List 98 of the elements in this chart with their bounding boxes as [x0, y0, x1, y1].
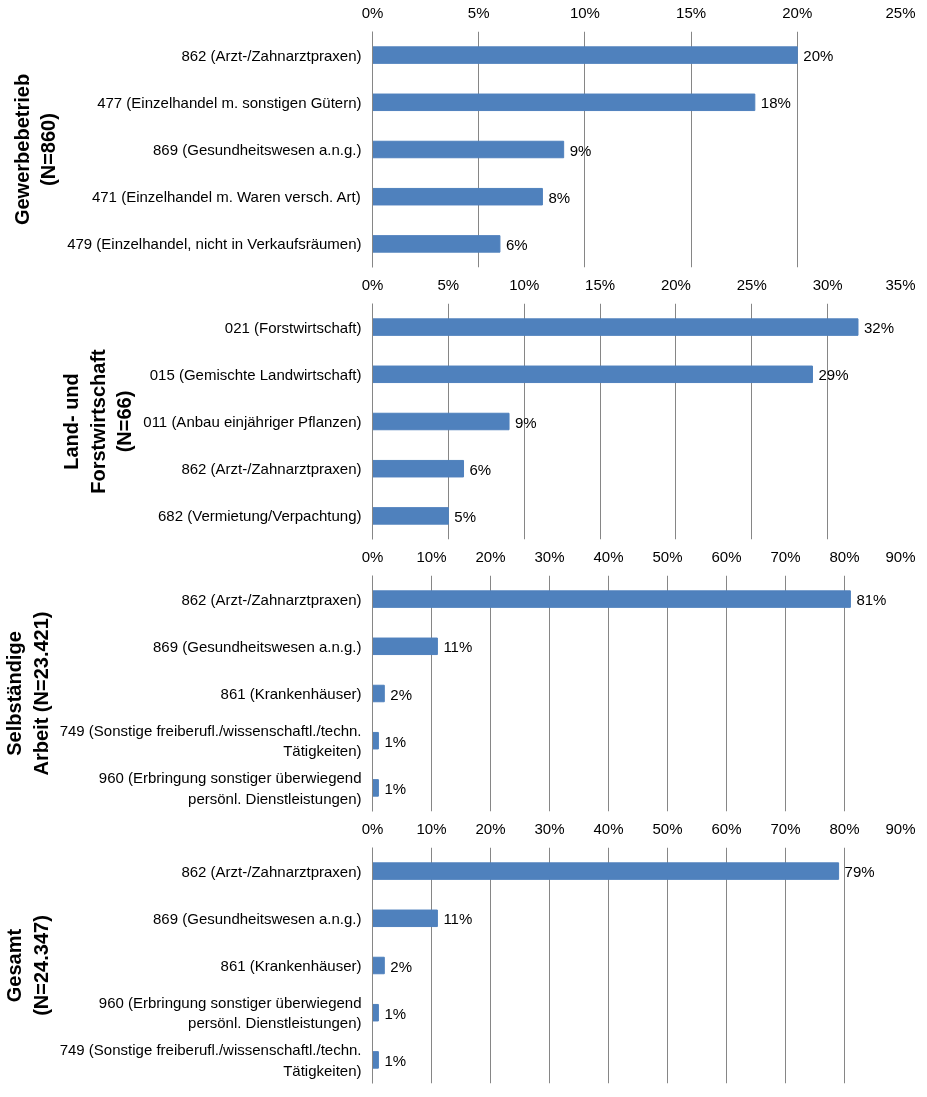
y-tick-label: 477 (Einzelhandel m. sonstigen Gütern): [97, 93, 362, 111]
x-tick-label: 20%: [475, 819, 506, 837]
x-tick-label: 90%: [885, 547, 916, 565]
data-label: 20%: [803, 47, 834, 65]
x-tick-label: 15%: [676, 3, 707, 21]
bar: [372, 1051, 379, 1069]
data-label: 79%: [844, 863, 875, 881]
bar: [372, 1003, 379, 1022]
bar: [372, 909, 438, 928]
data-label: 2%: [390, 685, 412, 703]
bar: [372, 140, 565, 159]
x-tick-label: 60%: [711, 819, 742, 837]
x-tick-label: 0%: [361, 3, 384, 21]
x-tick-label: 20%: [660, 275, 691, 293]
x-tick-label: 30%: [534, 819, 565, 837]
bar: [372, 318, 859, 336]
y-axis-title: Gewerbebetrieb (N=860): [10, 73, 60, 226]
x-tick-label: 40%: [593, 819, 624, 837]
x-tick-label: 35%: [885, 275, 916, 293]
y-tick-label: 479 (Einzelhandel, nicht in Verkaufsräumen): [67, 235, 362, 253]
y-tick-label: 749 (Sonstige freiberufl./wissenschaftl./techn. Tätigkeiten): [59, 722, 362, 760]
x-tick-label: 15%: [585, 275, 616, 293]
x-tick-label: 30%: [812, 275, 843, 293]
y-tick-label: 862 (Arzt-/Zahnarztpraxen): [181, 590, 362, 608]
x-tick-label: 40%: [593, 547, 624, 565]
bar: [372, 779, 379, 797]
data-label: 8%: [548, 188, 571, 206]
x-tick-label: 80%: [829, 819, 860, 837]
y-tick-label: 011 (Anbau einjähriger Pflanzen): [143, 413, 362, 430]
x-tick-label: 0%: [361, 819, 384, 837]
bar: [372, 412, 510, 431]
x-tick-label: 70%: [770, 547, 801, 565]
y-tick-label: 862 (Arzt-/Zahnarztpraxen): [181, 862, 362, 880]
x-tick-label: 60%: [711, 547, 742, 565]
y-tick-label: 960 (Erbringung sonstiger überwiegend persönl. Dienstleistungen): [98, 769, 362, 807]
bar: [372, 684, 385, 703]
bar: [372, 459, 465, 478]
data-label: 6%: [469, 460, 492, 478]
x-tick-label: 0%: [361, 275, 384, 293]
bar: [372, 187, 543, 206]
y-tick-label: 869 (Gesundheitswesen a.n.g.): [153, 141, 362, 158]
y-axis-title: Gesamt (N=24.347): [3, 915, 52, 1016]
y-tick-label: 960 (Erbringung sonstiger überwiegend persönl. Dienstleistungen): [98, 994, 362, 1032]
bar: [372, 590, 851, 608]
bar: [372, 507, 449, 525]
y-axis-title: Land- und Forstwirtschaft (N=66): [60, 348, 136, 494]
bar: [372, 731, 379, 750]
y-tick-label: 749 (Sonstige freiberufl./wissenschaftl./techn. Tätigkeiten): [59, 1041, 362, 1079]
bar: [372, 365, 813, 384]
x-tick-label: 10%: [569, 3, 600, 21]
data-label: 2%: [390, 957, 412, 975]
x-tick-label: 0%: [361, 547, 384, 565]
bar: [372, 862, 840, 880]
x-tick-label: 50%: [652, 819, 683, 837]
y-tick-label: 861 (Krankenhäuser): [220, 957, 362, 974]
y-tick-label: 861 (Krankenhäuser): [220, 685, 362, 702]
x-tick-label: 30%: [534, 547, 565, 565]
x-tick-label: 80%: [829, 547, 860, 565]
bar: [372, 235, 501, 253]
y-tick-label: 862 (Arzt-/Zahnarztpraxen): [181, 46, 362, 64]
x-tick-label: 50%: [652, 547, 683, 565]
data-label: 9%: [569, 141, 592, 159]
x-tick-label: 20%: [475, 547, 506, 565]
data-label: 1%: [384, 1051, 407, 1069]
x-tick-label: 20%: [782, 3, 813, 21]
bar: [372, 46, 798, 64]
y-tick-label: 869 (Gesundheitswesen a.n.g.): [153, 637, 362, 655]
y-tick-label: 471 (Einzelhandel m. Waren versch. Art): [91, 188, 361, 206]
data-label: 11%: [443, 638, 473, 656]
data-label: 81%: [856, 591, 887, 609]
data-label: 11%: [443, 910, 473, 928]
bar: [372, 637, 438, 656]
x-tick-label: 25%: [885, 3, 916, 21]
data-label: 1%: [384, 732, 407, 750]
y-tick-label: 862 (Arzt-/Zahnarztpraxen): [181, 460, 362, 478]
data-label: 32%: [863, 319, 895, 337]
y-tick-label: 682 (Vermietung/Verpachtung): [158, 507, 362, 525]
x-tick-label: 10%: [416, 547, 447, 565]
data-label: 6%: [505, 235, 528, 253]
x-tick-label: 70%: [770, 819, 801, 837]
x-tick-label: 5%: [437, 275, 460, 293]
data-label: 18%: [760, 94, 791, 112]
x-tick-label: 10%: [509, 275, 540, 293]
y-tick-label: 015 (Gemischte Landwirtschaft): [149, 365, 362, 383]
y-axis-title: Selbständige Arbeit (N=23.421): [3, 611, 52, 776]
y-tick-label: 869 (Gesundheitswesen a.n.g.): [153, 909, 362, 927]
data-label: 5%: [454, 507, 477, 525]
data-label: 1%: [384, 1004, 407, 1022]
x-tick-label: 5%: [467, 3, 490, 21]
data-label: 9%: [515, 413, 537, 431]
x-tick-label: 10%: [416, 819, 447, 837]
bar: [372, 956, 385, 975]
data-label: 1%: [384, 779, 407, 797]
x-tick-label: 90%: [885, 819, 916, 837]
bar: [372, 93, 756, 112]
x-tick-label: 25%: [736, 275, 767, 293]
data-label: 29%: [818, 366, 849, 384]
y-tick-label: 021 (Forstwirtschaft): [224, 318, 362, 336]
